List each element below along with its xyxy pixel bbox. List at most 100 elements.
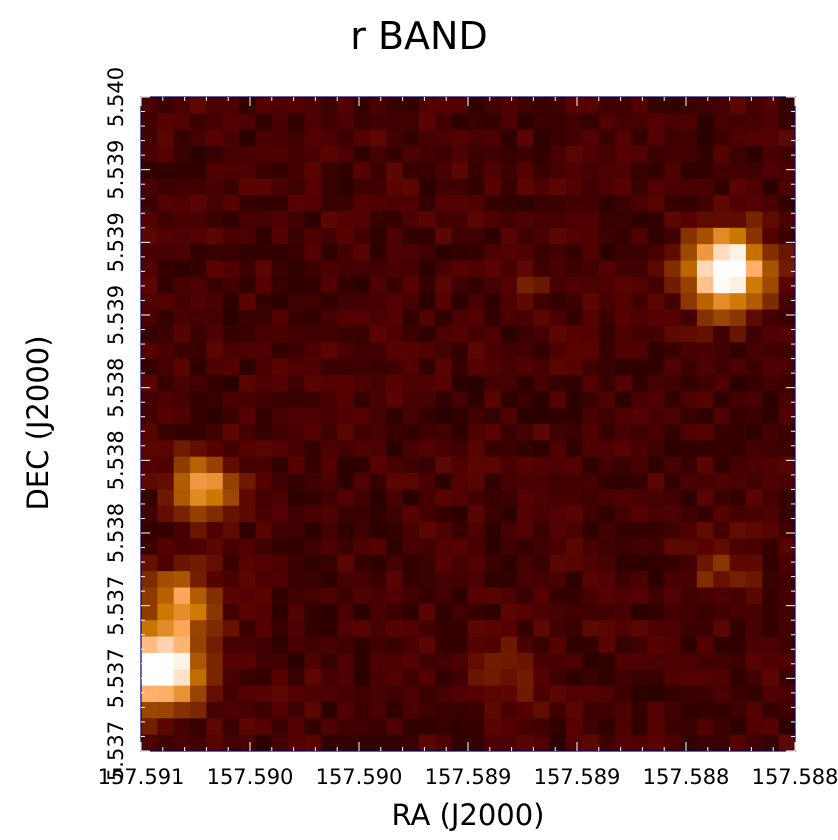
image-pixel xyxy=(615,129,632,147)
image-pixel xyxy=(157,571,175,588)
image-pixel xyxy=(713,358,730,376)
image-pixel xyxy=(680,734,698,752)
image-pixel xyxy=(615,456,632,474)
image-pixel xyxy=(190,211,207,229)
image-pixel xyxy=(500,734,518,752)
image-pixel xyxy=(353,276,371,294)
image-pixel xyxy=(369,293,387,310)
image-pixel xyxy=(320,342,338,359)
image-pixel xyxy=(598,276,616,294)
image-pixel xyxy=(222,620,240,637)
image-pixel xyxy=(190,129,207,147)
image-pixel xyxy=(369,227,387,245)
image-pixel xyxy=(288,129,305,147)
image-pixel xyxy=(713,538,730,556)
image-pixel xyxy=(337,620,354,637)
image-pixel xyxy=(533,325,551,343)
y-tick-label: 5.539 xyxy=(104,212,128,272)
image-pixel xyxy=(222,587,240,605)
image-pixel xyxy=(500,571,518,588)
image-pixel xyxy=(304,309,322,327)
image-pixel xyxy=(451,129,469,147)
image-pixel xyxy=(549,554,567,572)
image-pixel xyxy=(206,374,224,392)
image-pixel xyxy=(500,538,518,556)
image-pixel xyxy=(320,734,338,752)
image-pixel xyxy=(500,227,518,245)
image-pixel xyxy=(598,685,616,703)
image-pixel xyxy=(369,489,387,507)
image-pixel xyxy=(598,554,616,572)
image-pixel xyxy=(533,734,551,752)
image-pixel xyxy=(664,195,681,212)
image-pixel xyxy=(713,260,730,278)
image-pixel xyxy=(402,424,420,441)
image-pixel xyxy=(173,391,191,409)
image-pixel xyxy=(566,505,583,523)
image-pixel xyxy=(141,718,158,736)
image-pixel xyxy=(173,146,191,163)
image-pixel xyxy=(680,473,698,490)
image-pixel xyxy=(696,473,714,490)
image-pixel xyxy=(402,522,420,539)
image-pixel xyxy=(664,685,681,703)
image-pixel xyxy=(680,456,698,474)
image-pixel xyxy=(533,129,551,147)
image-pixel xyxy=(533,652,551,670)
image-pixel xyxy=(598,374,616,392)
image-pixel xyxy=(484,505,502,523)
image-pixel xyxy=(631,162,649,180)
image-pixel xyxy=(680,424,698,441)
image-pixel xyxy=(729,162,747,180)
image-pixel xyxy=(353,456,371,474)
image-pixel xyxy=(631,293,649,310)
image-pixel xyxy=(778,636,796,654)
image-pixel xyxy=(468,554,485,572)
image-pixel xyxy=(582,505,600,523)
image-pixel xyxy=(745,407,763,425)
image-pixel xyxy=(239,685,256,703)
image-pixel xyxy=(157,701,175,719)
image-pixel xyxy=(337,342,354,359)
image-pixel xyxy=(190,146,207,163)
image-pixel xyxy=(451,587,469,605)
image-pixel xyxy=(451,440,469,458)
image-pixel xyxy=(500,522,518,539)
image-pixel xyxy=(141,424,158,441)
image-pixel xyxy=(451,146,469,163)
image-pixel xyxy=(206,571,224,588)
image-pixel xyxy=(304,571,322,588)
image-pixel xyxy=(468,325,485,343)
image-pixel xyxy=(566,146,583,163)
image-pixel xyxy=(353,227,371,245)
image-pixel xyxy=(664,701,681,719)
image-pixel xyxy=(173,374,191,392)
image-pixel xyxy=(288,342,305,359)
image-pixel xyxy=(696,309,714,327)
image-pixel xyxy=(320,669,338,686)
image-pixel xyxy=(631,407,649,425)
image-pixel xyxy=(206,260,224,278)
image-pixel xyxy=(173,309,191,327)
image-pixel xyxy=(190,407,207,425)
image-pixel xyxy=(468,227,485,245)
image-pixel xyxy=(468,669,485,686)
image-pixel xyxy=(288,195,305,212)
image-pixel xyxy=(517,505,534,523)
image-pixel xyxy=(468,195,485,212)
image-pixel xyxy=(418,178,436,196)
image-pixel xyxy=(337,538,354,556)
image-pixel xyxy=(190,522,207,539)
image-pixel xyxy=(549,342,567,359)
image-pixel xyxy=(762,636,780,654)
image-pixel xyxy=(696,97,714,114)
image-pixel xyxy=(713,489,730,507)
image-pixel xyxy=(745,211,763,229)
image-pixel xyxy=(435,97,453,114)
image-pixel xyxy=(468,440,485,458)
image-pixel xyxy=(713,342,730,359)
image-pixel xyxy=(500,146,518,163)
image-pixel xyxy=(190,342,207,359)
image-pixel xyxy=(713,374,730,392)
image-pixel xyxy=(435,260,453,278)
